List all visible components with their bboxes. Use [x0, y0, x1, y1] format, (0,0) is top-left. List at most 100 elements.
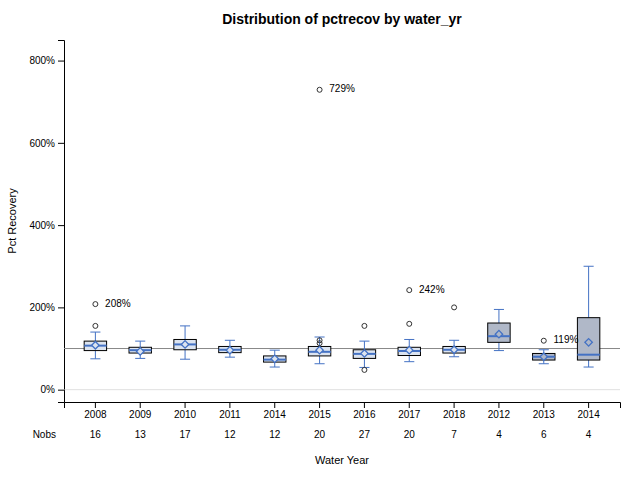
y-tick: 800% — [29, 55, 64, 66]
mean-marker — [136, 348, 143, 355]
whisker — [588, 266, 589, 317]
x-tick-label: 2014 — [264, 409, 287, 420]
mean-marker — [540, 353, 547, 360]
y-axis: 0%200%400%600%800% — [29, 41, 64, 403]
y-tick-mark — [58, 225, 64, 226]
box — [488, 323, 510, 342]
reference-line — [64, 389, 620, 390]
nobs-value: 16 — [90, 429, 102, 440]
whisker-cap — [135, 341, 145, 342]
x-tick-mark — [498, 402, 499, 408]
nobs-value: 13 — [135, 429, 147, 440]
whisker-cap — [449, 340, 459, 341]
y-tick-label: 0% — [41, 384, 56, 395]
x-tick-mark — [364, 402, 365, 408]
mean-marker — [585, 339, 592, 346]
box — [174, 339, 196, 349]
whisker — [319, 337, 320, 346]
whisker-cap — [225, 340, 235, 341]
box — [398, 347, 420, 355]
y-tick: 200% — [29, 302, 64, 313]
x-tick: 2012 — [488, 402, 511, 420]
whisker-cap — [180, 325, 190, 326]
mean-marker — [181, 341, 188, 348]
whisker-cap — [270, 350, 280, 351]
x-tick: 2009 — [129, 402, 152, 420]
box-group — [577, 266, 599, 367]
mean-marker — [406, 346, 413, 353]
mean-marker — [495, 330, 502, 337]
x-tick-mark — [319, 402, 320, 408]
x-tick: 2014 — [577, 402, 600, 420]
x-tick-label: 2011 — [219, 409, 241, 420]
x-tick: 2016 — [353, 402, 376, 420]
x-tick-label: 2008 — [84, 409, 107, 420]
whisker-cap — [494, 309, 504, 310]
outlier — [362, 323, 367, 328]
nobs-value: 12 — [269, 429, 281, 440]
box — [84, 341, 106, 350]
mean-marker — [226, 346, 233, 353]
mean-marker — [92, 341, 99, 348]
y-tick-mark — [58, 61, 64, 62]
outlier — [407, 321, 412, 326]
outlier-label: 119% — [554, 334, 579, 345]
whisker — [364, 341, 365, 350]
whisker-cap — [584, 367, 594, 368]
whisker-cap — [449, 356, 459, 357]
x-tick-mark — [229, 402, 230, 408]
nobs-value: 4 — [586, 429, 592, 440]
x-tick: 2011 — [219, 402, 241, 420]
nobs-value: 17 — [180, 429, 192, 440]
nobs-value: 12 — [224, 429, 236, 440]
whisker-cap — [315, 363, 325, 364]
x-tick-mark — [185, 402, 186, 408]
whisker — [498, 342, 499, 350]
x-tick: 2008 — [84, 402, 107, 420]
outlier — [541, 338, 546, 343]
whisker — [95, 351, 96, 359]
box-group — [398, 288, 420, 362]
box-group — [353, 323, 375, 372]
outlier-label: 208% — [105, 298, 131, 309]
whisker — [185, 350, 186, 359]
x-axis-title: Water Year — [315, 454, 369, 466]
x-tick-label: 2010 — [174, 409, 197, 420]
box-group — [308, 87, 330, 363]
mean-marker — [361, 350, 368, 357]
box-group — [443, 305, 465, 357]
x-tick-label: 2017 — [398, 409, 421, 420]
nobs-row: Nobs16131712122027207464 — [33, 429, 592, 440]
box-group — [533, 338, 555, 364]
x-tick-mark — [140, 402, 141, 408]
y-tick-label: 200% — [29, 302, 55, 313]
x-tick-label: 2015 — [308, 409, 331, 420]
y-tick: 0% — [41, 384, 64, 395]
whisker-cap — [270, 367, 280, 368]
box — [353, 350, 375, 359]
whisker — [319, 356, 320, 364]
box-group — [264, 350, 286, 367]
y-axis-title: Pct Recovery — [6, 188, 18, 254]
whisker — [140, 341, 141, 347]
x-tick-mark — [274, 402, 275, 408]
whisker — [409, 356, 410, 362]
chart: 0%200%400%600%800%2008200920102011201420… — [0, 0, 640, 480]
x-tick: 2017 — [398, 402, 421, 420]
y-tick-mark — [58, 307, 64, 308]
x-tick-label: 2016 — [353, 409, 376, 420]
x-tick-mark — [588, 402, 589, 408]
y-tick: 400% — [29, 220, 64, 231]
x-tick: 2018 — [443, 402, 466, 420]
box — [308, 346, 330, 355]
box-group — [488, 309, 510, 350]
outlier — [407, 288, 412, 293]
box — [264, 356, 286, 362]
whisker — [364, 358, 365, 367]
whisker-cap — [494, 350, 504, 351]
x-tick: 2015 — [308, 402, 331, 420]
whisker-cap — [135, 358, 145, 359]
box — [443, 346, 465, 353]
nobs-value: 6 — [541, 429, 547, 440]
x-tick-mark — [454, 402, 455, 408]
